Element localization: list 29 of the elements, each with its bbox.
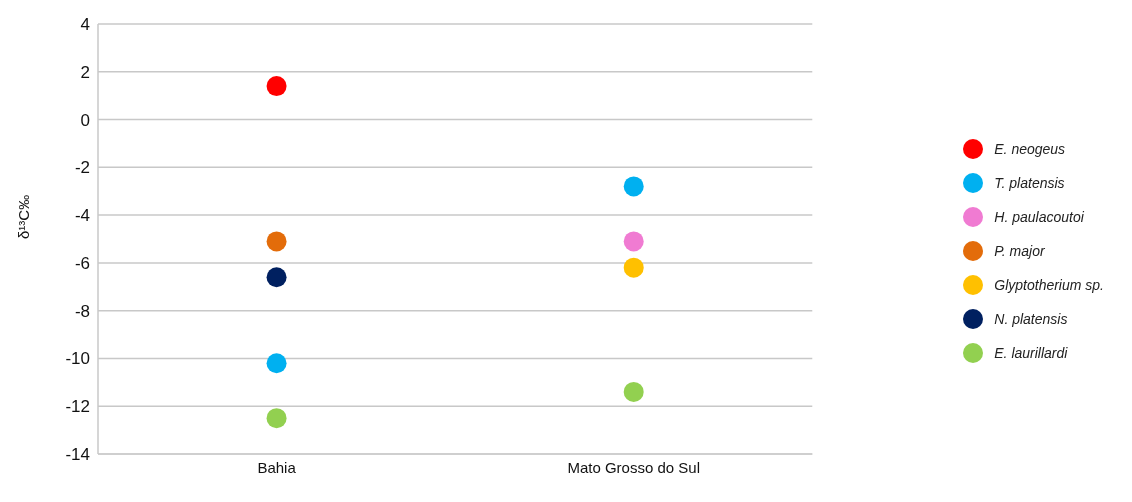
legend-label: E. laurillardi <box>994 345 1068 361</box>
point <box>623 231 644 252</box>
y-tick-label: -12 <box>65 397 90 417</box>
legend-label: H. paulacoutoi <box>994 209 1084 225</box>
x-tick-label: Bahia <box>257 458 297 476</box>
point <box>623 381 644 402</box>
point <box>266 76 287 97</box>
y-tick-label: -10 <box>65 349 90 369</box>
y-tick-label: -2 <box>74 158 90 178</box>
y-tick-label: -6 <box>74 253 90 273</box>
legend-label: N. platensis <box>994 311 1068 327</box>
y-tick-label: 0 <box>80 110 90 130</box>
legend-label: Glyptotherium sp. <box>994 277 1104 293</box>
point <box>266 267 287 288</box>
legend-label: P. major <box>994 243 1045 259</box>
point <box>266 231 287 252</box>
point <box>623 257 644 278</box>
legend-label: E. neogeus <box>994 141 1066 157</box>
y-tick-label: 4 <box>80 15 90 35</box>
y-tick-label: -4 <box>74 206 90 226</box>
y-tick-label: -14 <box>65 445 90 465</box>
point <box>623 176 644 197</box>
y-tick-label: -8 <box>74 301 90 321</box>
point <box>266 408 287 429</box>
x-tick-label: Mato Grosso do Sul <box>567 458 700 476</box>
y-tick-label: 2 <box>80 62 90 82</box>
point <box>266 353 287 374</box>
legend-label: T. platensis <box>994 175 1065 191</box>
y-axis-title: δ¹³C‰ <box>15 194 33 239</box>
